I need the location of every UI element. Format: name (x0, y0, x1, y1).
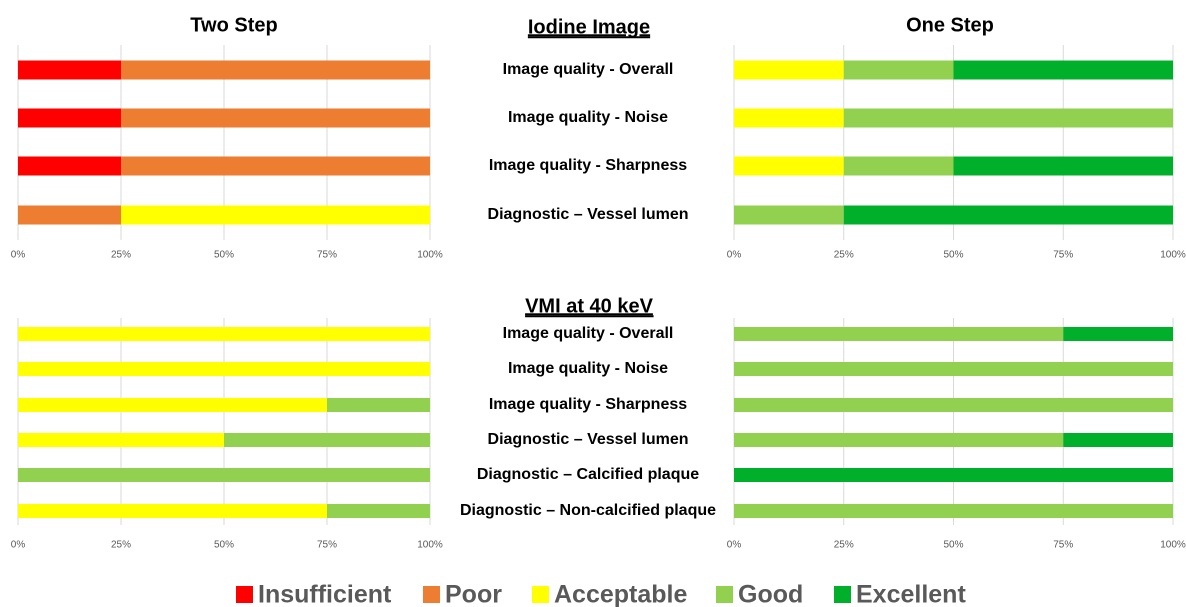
x-tick-label: 75% (1053, 540, 1073, 551)
bar-segment (734, 398, 1173, 412)
x-tick-label: 75% (317, 250, 337, 261)
row-label: Diagnostic – Vessel lumen (488, 431, 689, 448)
row-label: Image quality - Sharpness (489, 157, 687, 174)
bar-segment (734, 504, 1173, 518)
x-tick-label: 50% (214, 250, 234, 261)
x-tick-label: 100% (417, 540, 443, 551)
bar-segment (121, 156, 430, 176)
bar-segment (121, 205, 430, 225)
bar-segment (734, 60, 844, 80)
legend-swatch (236, 586, 253, 603)
row-label: Image quality - Noise (508, 109, 668, 126)
bar-segment (734, 327, 1064, 341)
bar-segment (224, 433, 430, 447)
legend-swatch (834, 586, 851, 603)
legend-label: Acceptable (554, 581, 687, 607)
legend-label: Poor (445, 581, 502, 607)
bar-segment (18, 60, 121, 80)
legend-swatch (716, 586, 733, 603)
x-tick-label: 0% (11, 250, 26, 261)
legend-label: Good (738, 581, 803, 607)
bar-segment (18, 327, 430, 341)
row-label: Image quality - Overall (503, 61, 674, 78)
x-tick-label: 75% (1053, 250, 1073, 261)
bar-segment (121, 60, 430, 80)
bar-segment (18, 433, 224, 447)
bar-segment (121, 108, 430, 128)
bar-segment (734, 468, 1173, 482)
legend-swatch (423, 586, 440, 603)
x-tick-label: 100% (1160, 250, 1186, 261)
bar-segment (18, 504, 327, 518)
x-tick-label: 25% (111, 250, 131, 261)
x-tick-label: 50% (943, 540, 963, 551)
legend-swatch (532, 586, 549, 603)
bar-segment (1063, 433, 1173, 447)
x-tick-label: 0% (727, 540, 742, 551)
bar-segment (734, 362, 1173, 376)
bar-segment (18, 468, 430, 482)
x-tick-label: 50% (943, 250, 963, 261)
group-title: VMI at 40 keV (525, 295, 654, 317)
bar-segment (843, 60, 954, 80)
chart-title: Two Step (190, 14, 277, 36)
bar-segment (843, 205, 1173, 225)
bar-segment (18, 156, 121, 176)
group-title: Iodine Image (528, 16, 650, 38)
bar-segment (1063, 327, 1173, 341)
row-label: Image quality - Noise (508, 360, 668, 377)
x-tick-label: 50% (214, 540, 234, 551)
bar-segment (734, 108, 844, 128)
x-tick-label: 0% (11, 540, 26, 551)
bar-segment (843, 156, 954, 176)
bar-segment (18, 398, 327, 412)
row-label: Diagnostic – Vessel lumen (488, 206, 689, 223)
row-label: Diagnostic – Calcified plaque (477, 466, 699, 483)
x-tick-label: 100% (417, 250, 443, 261)
x-tick-label: 100% (1160, 540, 1186, 551)
x-tick-label: 0% (727, 250, 742, 261)
x-tick-label: 25% (834, 540, 854, 551)
bar-segment (734, 433, 1064, 447)
row-label: Image quality - Overall (503, 325, 674, 342)
bar-segment (18, 205, 121, 225)
bar-segment (734, 205, 844, 225)
chart-title: One Step (906, 14, 994, 36)
legend-label: Excellent (856, 581, 966, 607)
row-label: Diagnostic – Non-calcified plaque (460, 502, 716, 519)
x-tick-label: 75% (317, 540, 337, 551)
legend-label: Insufficient (258, 581, 392, 607)
x-tick-label: 25% (834, 250, 854, 261)
row-label: Image quality - Sharpness (489, 396, 687, 413)
x-tick-label: 25% (111, 540, 131, 551)
bar-segment (18, 108, 121, 128)
bar-segment (843, 108, 1173, 128)
bar-segment (327, 504, 430, 518)
bar-segment (327, 398, 430, 412)
bar-segment (953, 60, 1173, 80)
bar-segment (734, 156, 844, 176)
bar-segment (953, 156, 1173, 176)
bar-segment (18, 362, 430, 376)
